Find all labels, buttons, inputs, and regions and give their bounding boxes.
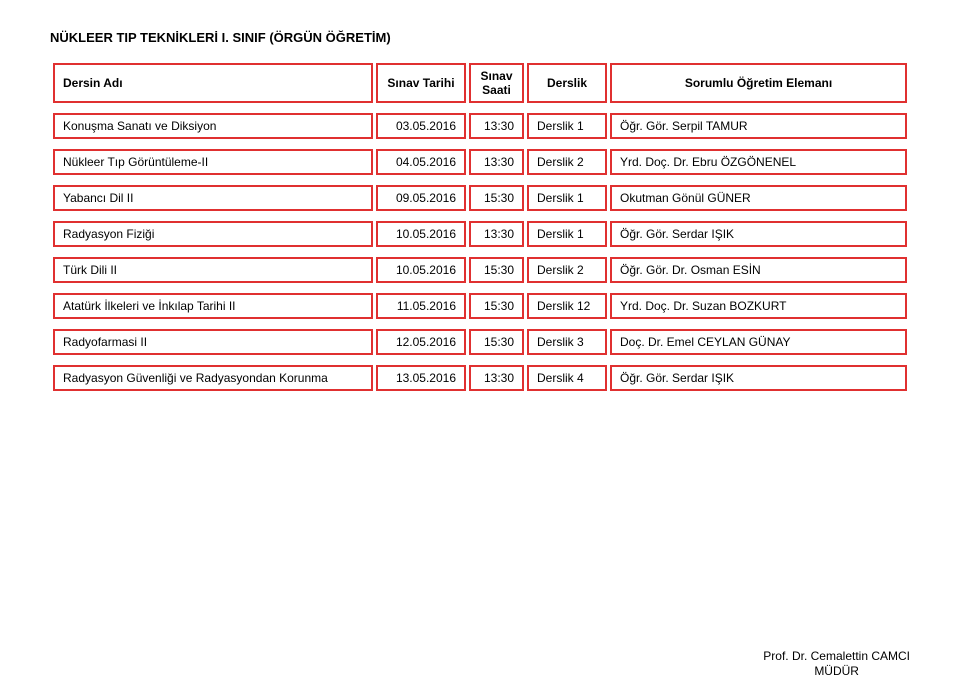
cell-derslik: Derslik 12 [527,293,607,319]
cell-tarih: 09.05.2016 [376,185,466,211]
cell-tarih: 10.05.2016 [376,221,466,247]
row-3: Radyasyon Fiziği 10.05.2016 13:30 Dersli… [50,221,910,247]
row-5: Atatürk İlkeleri ve İnkılap Tarihi II 11… [50,293,910,319]
cell-saat: 13:30 [469,149,524,175]
table-row: Radyofarmasi II 12.05.2016 15:30 Derslik… [53,329,907,355]
header-sorumlu: Sorumlu Öğretim Elemanı [610,63,907,103]
cell-sorumlu: Doç. Dr. Emel CEYLAN GÜNAY [610,329,907,355]
cell-sorumlu: Yrd. Doç. Dr. Suzan BOZKURT [610,293,907,319]
cell-derslik: Derslik 3 [527,329,607,355]
cell-saat: 13:30 [469,221,524,247]
table-row: Konuşma Sanatı ve Diksiyon 03.05.2016 13… [53,113,907,139]
table-row: Yabancı Dil II 09.05.2016 15:30 Derslik … [53,185,907,211]
cell-saat: 13:30 [469,365,524,391]
cell-derslik: Derslik 1 [527,185,607,211]
header-table: Dersin Adı Sınav Tarihi Sınav Saati Ders… [50,63,910,103]
cell-dersin: Konuşma Sanatı ve Diksiyon [53,113,373,139]
header-dersin: Dersin Adı [53,63,373,103]
cell-sorumlu: Öğr. Gör. Dr. Osman ESİN [610,257,907,283]
cell-dersin: Türk Dili II [53,257,373,283]
header-row: Dersin Adı Sınav Tarihi Sınav Saati Ders… [53,63,907,103]
cell-dersin: Atatürk İlkeleri ve İnkılap Tarihi II [53,293,373,319]
row-0: Konuşma Sanatı ve Diksiyon 03.05.2016 13… [50,113,910,139]
table-row: Radyasyon Fiziği 10.05.2016 13:30 Dersli… [53,221,907,247]
row-4: Türk Dili II 10.05.2016 15:30 Derslik 2 … [50,257,910,283]
header-derslik: Derslik [527,63,607,103]
page-title: NÜKLEER TIP TEKNİKLERİ I. SINIF (ÖRGÜN Ö… [50,30,910,45]
cell-sorumlu: Okutman Gönül GÜNER [610,185,907,211]
row-1: Nükleer Tıp Görüntüleme-II 04.05.2016 13… [50,149,910,175]
cell-sorumlu: Öğr. Gör. Serdar IŞIK [610,365,907,391]
cell-derslik: Derslik 1 [527,113,607,139]
cell-derslik: Derslik 1 [527,221,607,247]
cell-saat: 15:30 [469,329,524,355]
cell-tarih: 03.05.2016 [376,113,466,139]
header-tarih: Sınav Tarihi [376,63,466,103]
cell-derslik: Derslik 4 [527,365,607,391]
cell-tarih: 11.05.2016 [376,293,466,319]
cell-sorumlu: Öğr. Gör. Serdar IŞIK [610,221,907,247]
cell-dersin: Yabancı Dil II [53,185,373,211]
cell-tarih: 13.05.2016 [376,365,466,391]
table-row: Atatürk İlkeleri ve İnkılap Tarihi II 11… [53,293,907,319]
cell-dersin: Radyofarmasi II [53,329,373,355]
cell-tarih: 04.05.2016 [376,149,466,175]
cell-saat: 15:30 [469,293,524,319]
cell-sorumlu: Yrd. Doç. Dr. Ebru ÖZGÖNENEL [610,149,907,175]
cell-saat: 15:30 [469,185,524,211]
table-row: Türk Dili II 10.05.2016 15:30 Derslik 2 … [53,257,907,283]
footer-line1: Prof. Dr. Cemalettin CAMCI [763,649,910,665]
header-saat: Sınav Saati [469,63,524,103]
cell-saat: 13:30 [469,113,524,139]
cell-derslik: Derslik 2 [527,149,607,175]
cell-tarih: 12.05.2016 [376,329,466,355]
cell-saat: 15:30 [469,257,524,283]
cell-dersin: Radyasyon Fiziği [53,221,373,247]
table-row: Radyasyon Güvenliği ve Radyasyondan Koru… [53,365,907,391]
cell-dersin: Radyasyon Güvenliği ve Radyasyondan Koru… [53,365,373,391]
cell-sorumlu: Öğr. Gör. Serpil TAMUR [610,113,907,139]
cell-derslik: Derslik 2 [527,257,607,283]
row-6: Radyofarmasi II 12.05.2016 15:30 Derslik… [50,329,910,355]
footer-line2: MÜDÜR [763,664,910,680]
table-row: Nükleer Tıp Görüntüleme-II 04.05.2016 13… [53,149,907,175]
cell-tarih: 10.05.2016 [376,257,466,283]
cell-dersin: Nükleer Tıp Görüntüleme-II [53,149,373,175]
row-7: Radyasyon Güvenliği ve Radyasyondan Koru… [50,365,910,391]
row-2: Yabancı Dil II 09.05.2016 15:30 Derslik … [50,185,910,211]
footer-signature: Prof. Dr. Cemalettin CAMCI MÜDÜR [763,649,910,680]
